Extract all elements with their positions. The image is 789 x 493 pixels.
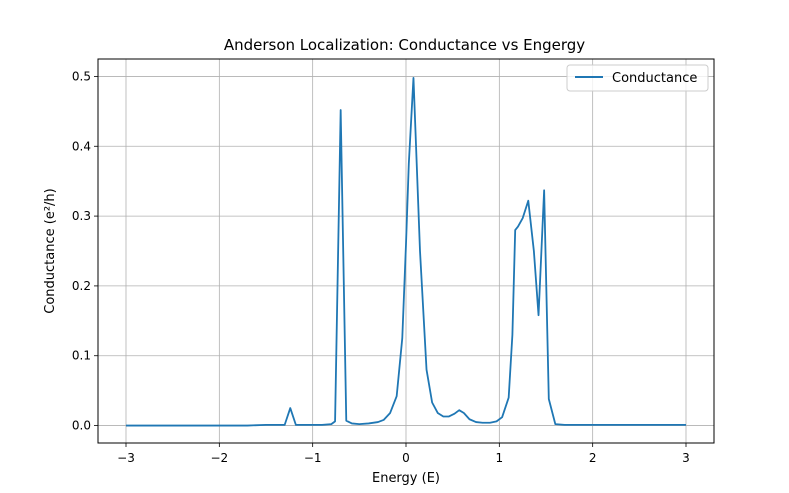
x-tick-label: −2 — [210, 451, 228, 465]
x-tick-label: 1 — [496, 451, 504, 465]
x-tick-label: −3 — [117, 451, 135, 465]
y-tick-label: 0.5 — [72, 69, 91, 83]
x-tick-label: −1 — [304, 451, 322, 465]
y-tick-label: 0.4 — [72, 139, 91, 153]
y-tick-label: 0.2 — [72, 279, 91, 293]
y-tick-label: 0.3 — [72, 209, 91, 223]
x-tick-label: 3 — [682, 451, 690, 465]
x-tick-label: 2 — [589, 451, 597, 465]
chart-title: Anderson Localization: Conductance vs En… — [224, 36, 585, 54]
legend-label-conductance: Conductance — [612, 71, 697, 86]
legend-box — [566, 64, 709, 92]
y-tick-label: 0.0 — [72, 419, 91, 433]
x-axis-label: Energy (E) — [372, 471, 440, 486]
series-group — [126, 76, 686, 427]
y-axis-ticks: 0.0 0.1 0.2 0.3 0.4 0.5 — [72, 69, 98, 433]
series-line-conductance — [126, 76, 686, 427]
legend: Conductance — [566, 64, 709, 92]
x-axis-ticks: −3 −2 −1 0 1 2 3 — [117, 443, 690, 465]
y-axis-label: Conductance (e²/h) — [43, 188, 58, 313]
y-tick-label: 0.1 — [72, 349, 91, 363]
x-tick-label: 0 — [402, 451, 410, 465]
